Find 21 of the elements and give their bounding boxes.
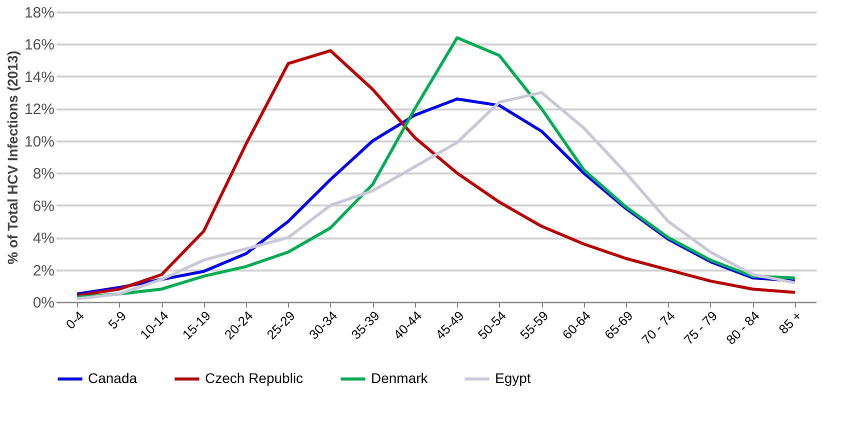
y-tick-label: 4% [32,230,54,248]
y-tick-label: 18% [24,4,54,22]
y-tick-label: 6% [32,198,54,215]
x-tick-label: 80 - 84 [723,308,762,348]
y-tick-label: 0% [32,294,54,312]
x-tick-label: 0-4 [62,308,87,332]
legend-label: Canada [88,370,138,386]
y-tick-label: 16% [24,36,54,54]
legend-label: Denmark [371,370,429,386]
x-tick-label: 70 - 74 [638,308,678,348]
y-axis-title: % of Total HCV Infections (2013) [4,50,20,264]
y-tick-label: 10% [24,133,54,150]
legend-label: Czech Republic [205,370,304,386]
y-tick-label: 14% [24,68,54,86]
y-tick-label: 2% [32,262,54,280]
y-tick-label: 8% [32,166,54,183]
legend-label: Egypt [495,370,531,386]
x-tick-label: 85 + [776,308,805,337]
y-tick-label: 12% [24,101,54,118]
x-tick-label: 75 - 79 [680,308,720,348]
x-tick-label: 5-9 [105,308,130,332]
